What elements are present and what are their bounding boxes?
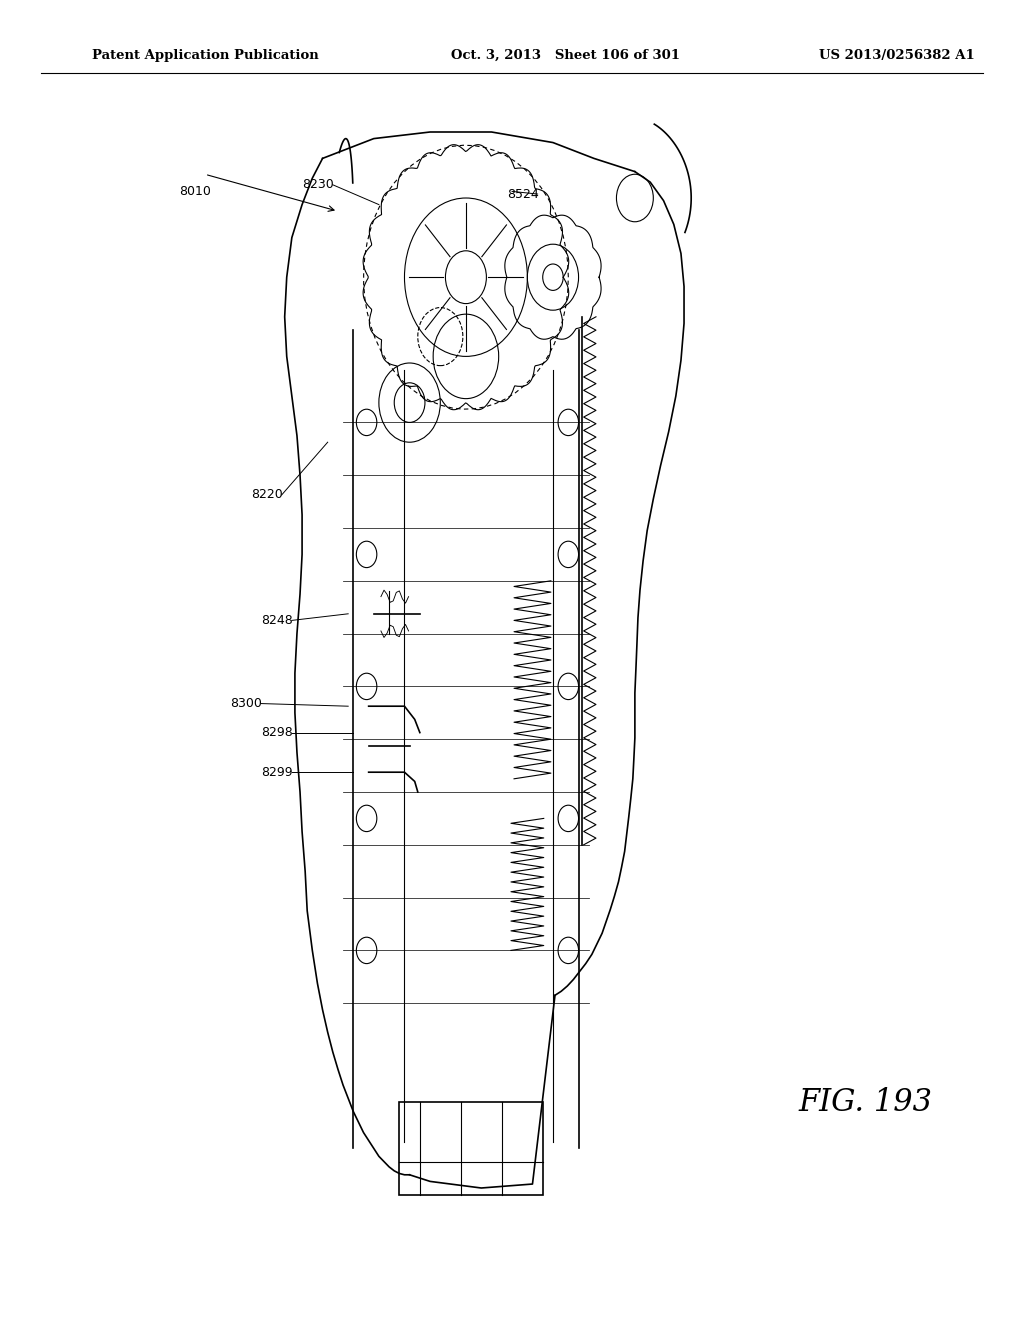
Text: Oct. 3, 2013   Sheet 106 of 301: Oct. 3, 2013 Sheet 106 of 301: [451, 49, 680, 62]
Text: 8299: 8299: [261, 766, 293, 779]
Text: 8230: 8230: [302, 178, 334, 191]
Text: 8300: 8300: [230, 697, 262, 710]
Text: 8220: 8220: [251, 488, 283, 502]
Text: Patent Application Publication: Patent Application Publication: [92, 49, 318, 62]
Text: 8248: 8248: [261, 614, 293, 627]
Text: 8524: 8524: [507, 187, 539, 201]
Text: 8010: 8010: [179, 185, 211, 198]
Text: FIG. 193: FIG. 193: [799, 1086, 933, 1118]
Text: 8298: 8298: [261, 726, 293, 739]
Text: US 2013/0256382 A1: US 2013/0256382 A1: [819, 49, 975, 62]
